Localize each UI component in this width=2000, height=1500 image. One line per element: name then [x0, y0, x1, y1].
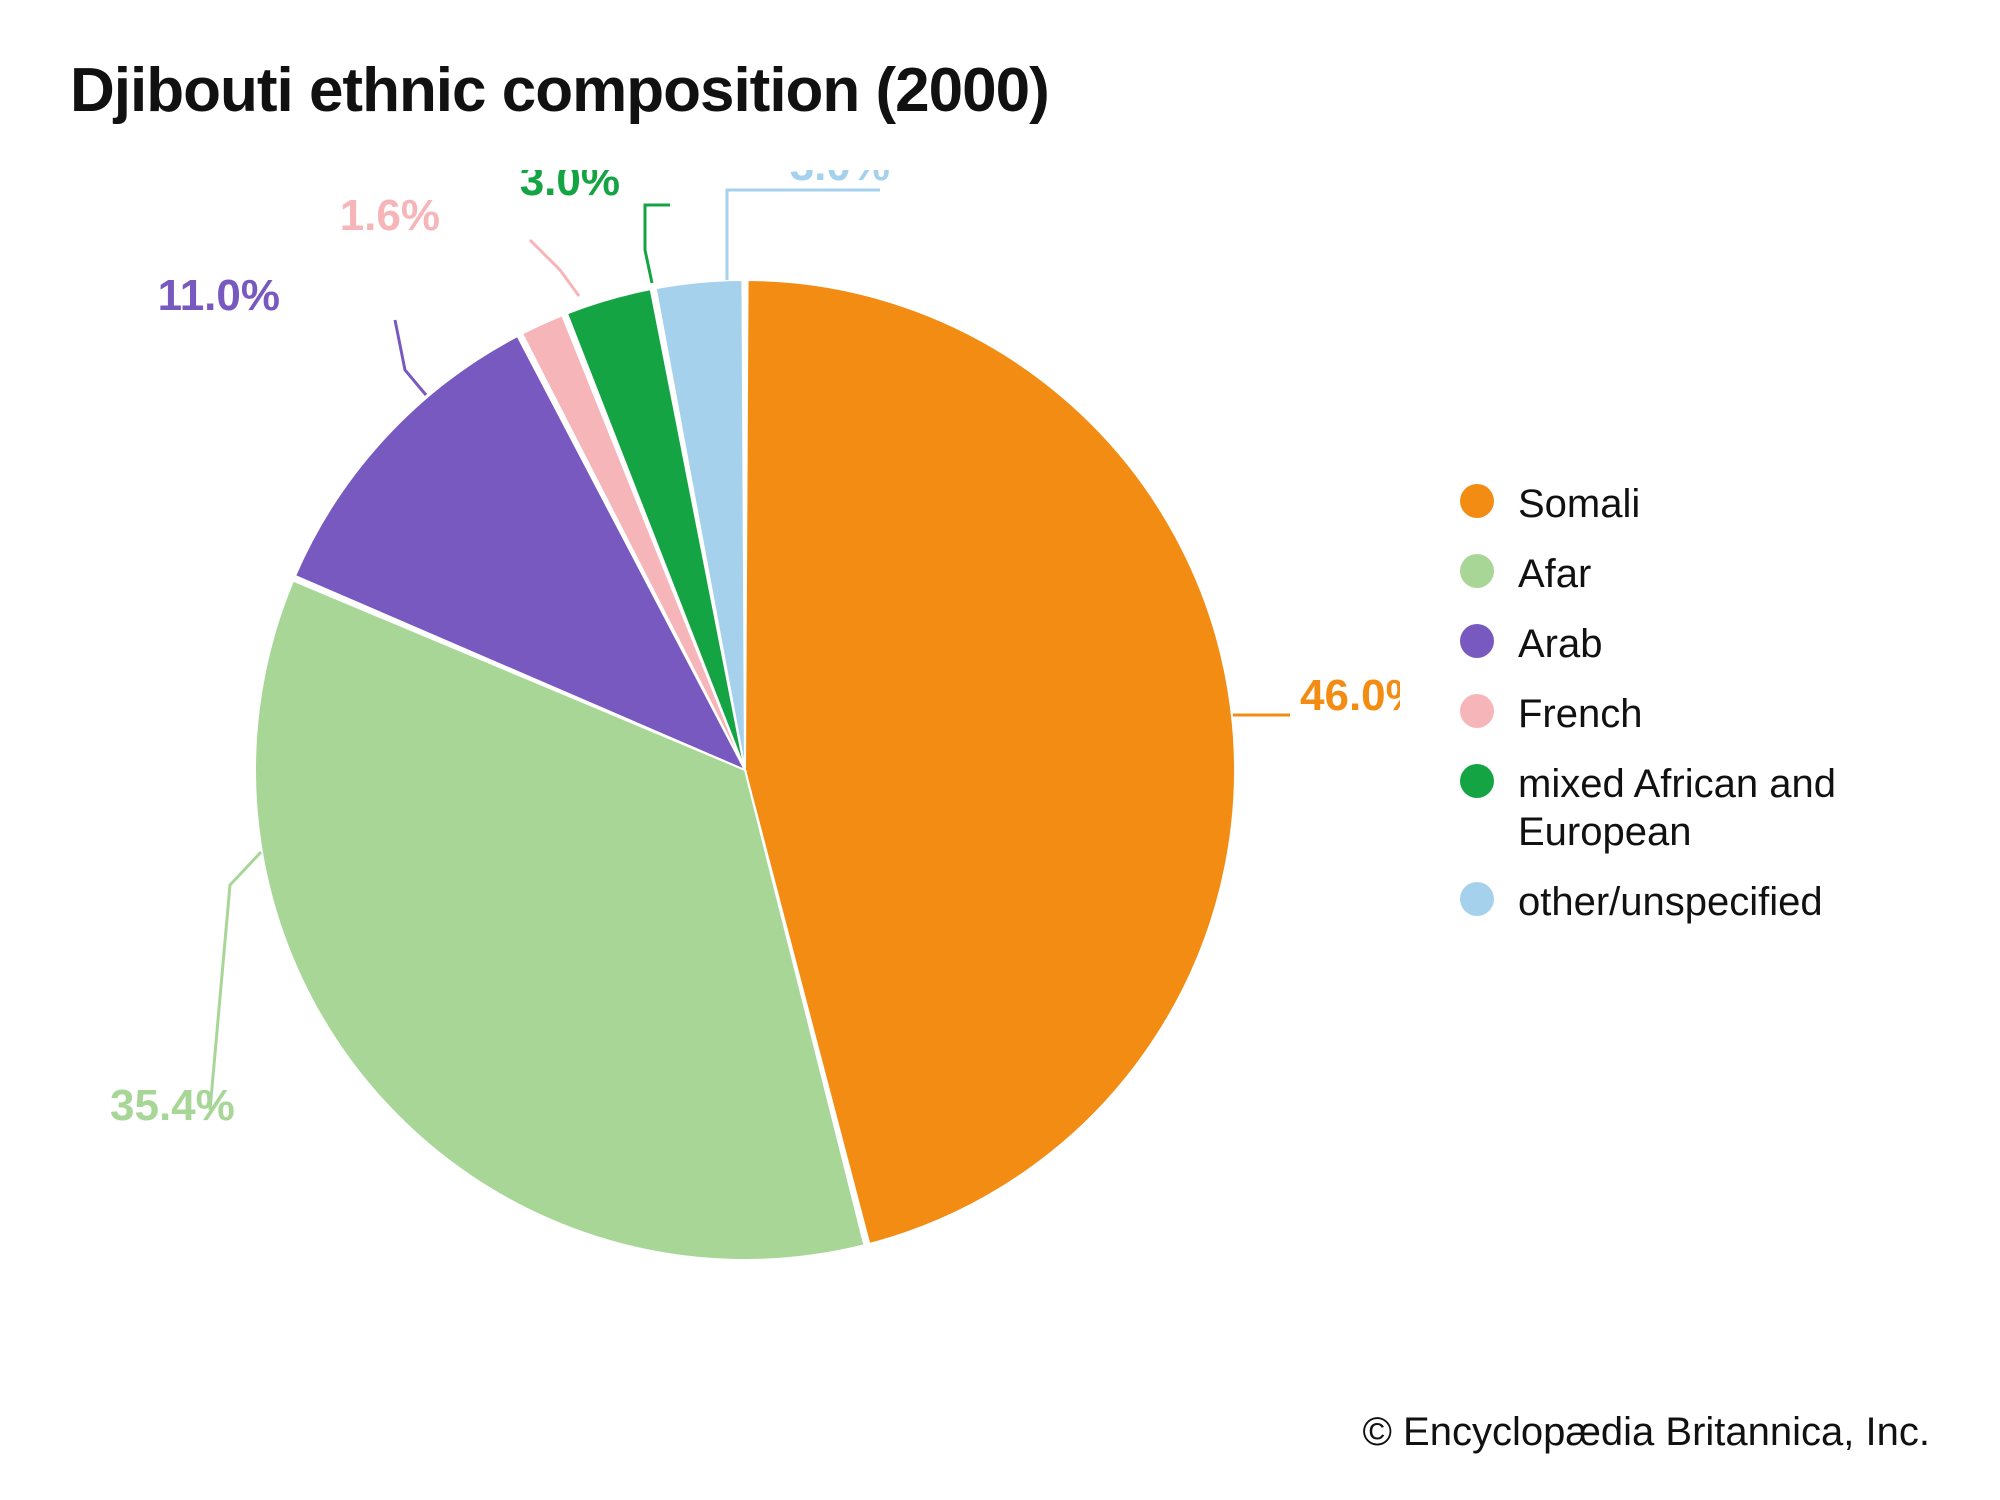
legend-label: Afar [1518, 550, 1591, 598]
slice-label: 1.6% [340, 191, 440, 240]
legend-swatch [1460, 554, 1494, 588]
legend-item: Somali [1460, 480, 1930, 528]
legend-swatch [1460, 624, 1494, 658]
legend-swatch [1460, 882, 1494, 916]
slice-label: 3.0% [520, 170, 620, 205]
legend: Somali Afar Arab French mixed African and Eu… [1460, 480, 1930, 948]
legend-item: Afar [1460, 550, 1930, 598]
legend-swatch [1460, 484, 1494, 518]
leader-line [727, 190, 880, 280]
slice-label: 11.0% [158, 271, 280, 320]
legend-label: other/unspecified [1518, 878, 1823, 926]
legend-item: mixed African and European [1460, 760, 1930, 856]
leader-line [645, 205, 670, 283]
slice-label: 46.0% [1300, 671, 1400, 720]
leader-line [395, 320, 426, 395]
legend-swatch [1460, 764, 1494, 798]
copyright: © Encyclopædia Britannica, Inc. [0, 1410, 1930, 1455]
legend-item: French [1460, 690, 1930, 738]
slice-label: 35.4% [110, 1081, 235, 1130]
legend-swatch [1460, 694, 1494, 728]
chart-title: Djibouti ethnic composition (2000) [70, 55, 1049, 126]
legend-item: Arab [1460, 620, 1930, 668]
legend-label: Arab [1518, 620, 1603, 668]
leader-line [210, 852, 261, 1110]
legend-item: other/unspecified [1460, 878, 1930, 926]
legend-label: mixed African and European [1518, 760, 1930, 856]
leader-line [530, 240, 579, 296]
legend-label: Somali [1518, 480, 1640, 528]
pie-chart: 46.0% 35.4% 11.0% 1.6% 3.0% 3.0% [90, 170, 1400, 1360]
legend-label: French [1518, 690, 1643, 738]
slice-label: 3.0% [790, 170, 890, 190]
